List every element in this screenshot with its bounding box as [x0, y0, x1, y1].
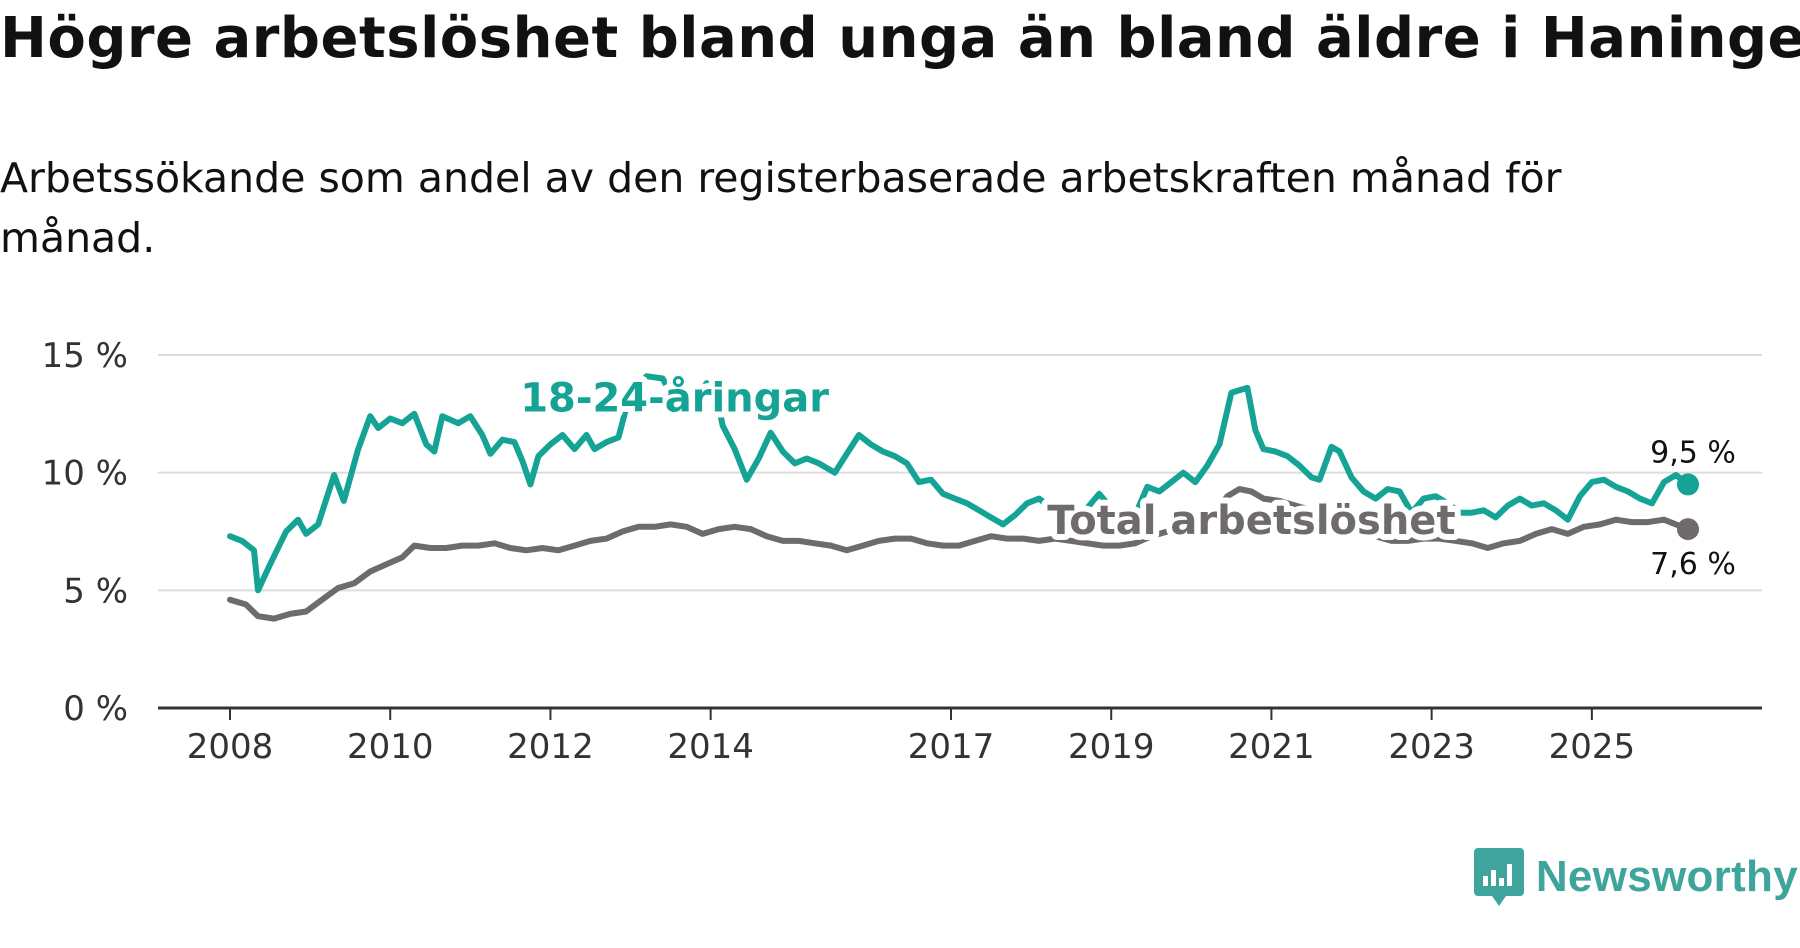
y-tick-label: 15 %: [42, 336, 128, 376]
x-tick-label: 2025: [1549, 727, 1636, 767]
page-subtitle: Arbetssökande som andel av den registerb…: [0, 154, 1562, 262]
x-axis: 2008 2010 2012 2014 2017 2019 2021 2023 2025: [158, 706, 1762, 767]
series-label-youth: 18-24-åringar: [520, 374, 829, 421]
series-lines: [227, 373, 1699, 622]
x-tick-label: 2010: [347, 727, 434, 767]
brand-name: Newsworthy: [1535, 852, 1798, 901]
x-tick-label: 2017: [908, 727, 995, 767]
y-tick-label: 0 %: [63, 689, 128, 729]
series-end-marker-youth: [1677, 473, 1699, 496]
end-value-label-youth: 9,5 %: [1650, 435, 1736, 470]
x-tick-label: 2019: [1068, 727, 1155, 767]
series-line-total: [227, 486, 1691, 622]
series-label-total: Total arbetslöshet: [1047, 498, 1455, 544]
y-tick-label: 10 %: [42, 454, 128, 494]
grid-lines: [158, 354, 1762, 592]
newsworthy-logo-icon: [1473, 848, 1524, 906]
x-tick-label: 2008: [187, 727, 274, 767]
brand-footer: Newsworthy: [1473, 848, 1798, 906]
end-value-label-total: 7,6 %: [1650, 547, 1736, 582]
series-end-marker-total: [1677, 518, 1699, 541]
page-title: Högre arbetslöshet bland unga än bland ä…: [0, 6, 1800, 71]
x-tick-label: 2021: [1228, 727, 1315, 767]
y-tick-label: 5 %: [63, 571, 128, 611]
x-tick-label: 2023: [1388, 727, 1475, 767]
y-axis: 0 % 5 % 10 % 15 %: [42, 336, 128, 729]
series-line-youth: [227, 373, 1691, 594]
x-tick-label: 2012: [507, 727, 594, 767]
x-tick-label: 2014: [667, 727, 754, 767]
series-labels: 18-24-åringar Total arbetslöshet 9,5 % 7,6 …: [514, 368, 1739, 585]
